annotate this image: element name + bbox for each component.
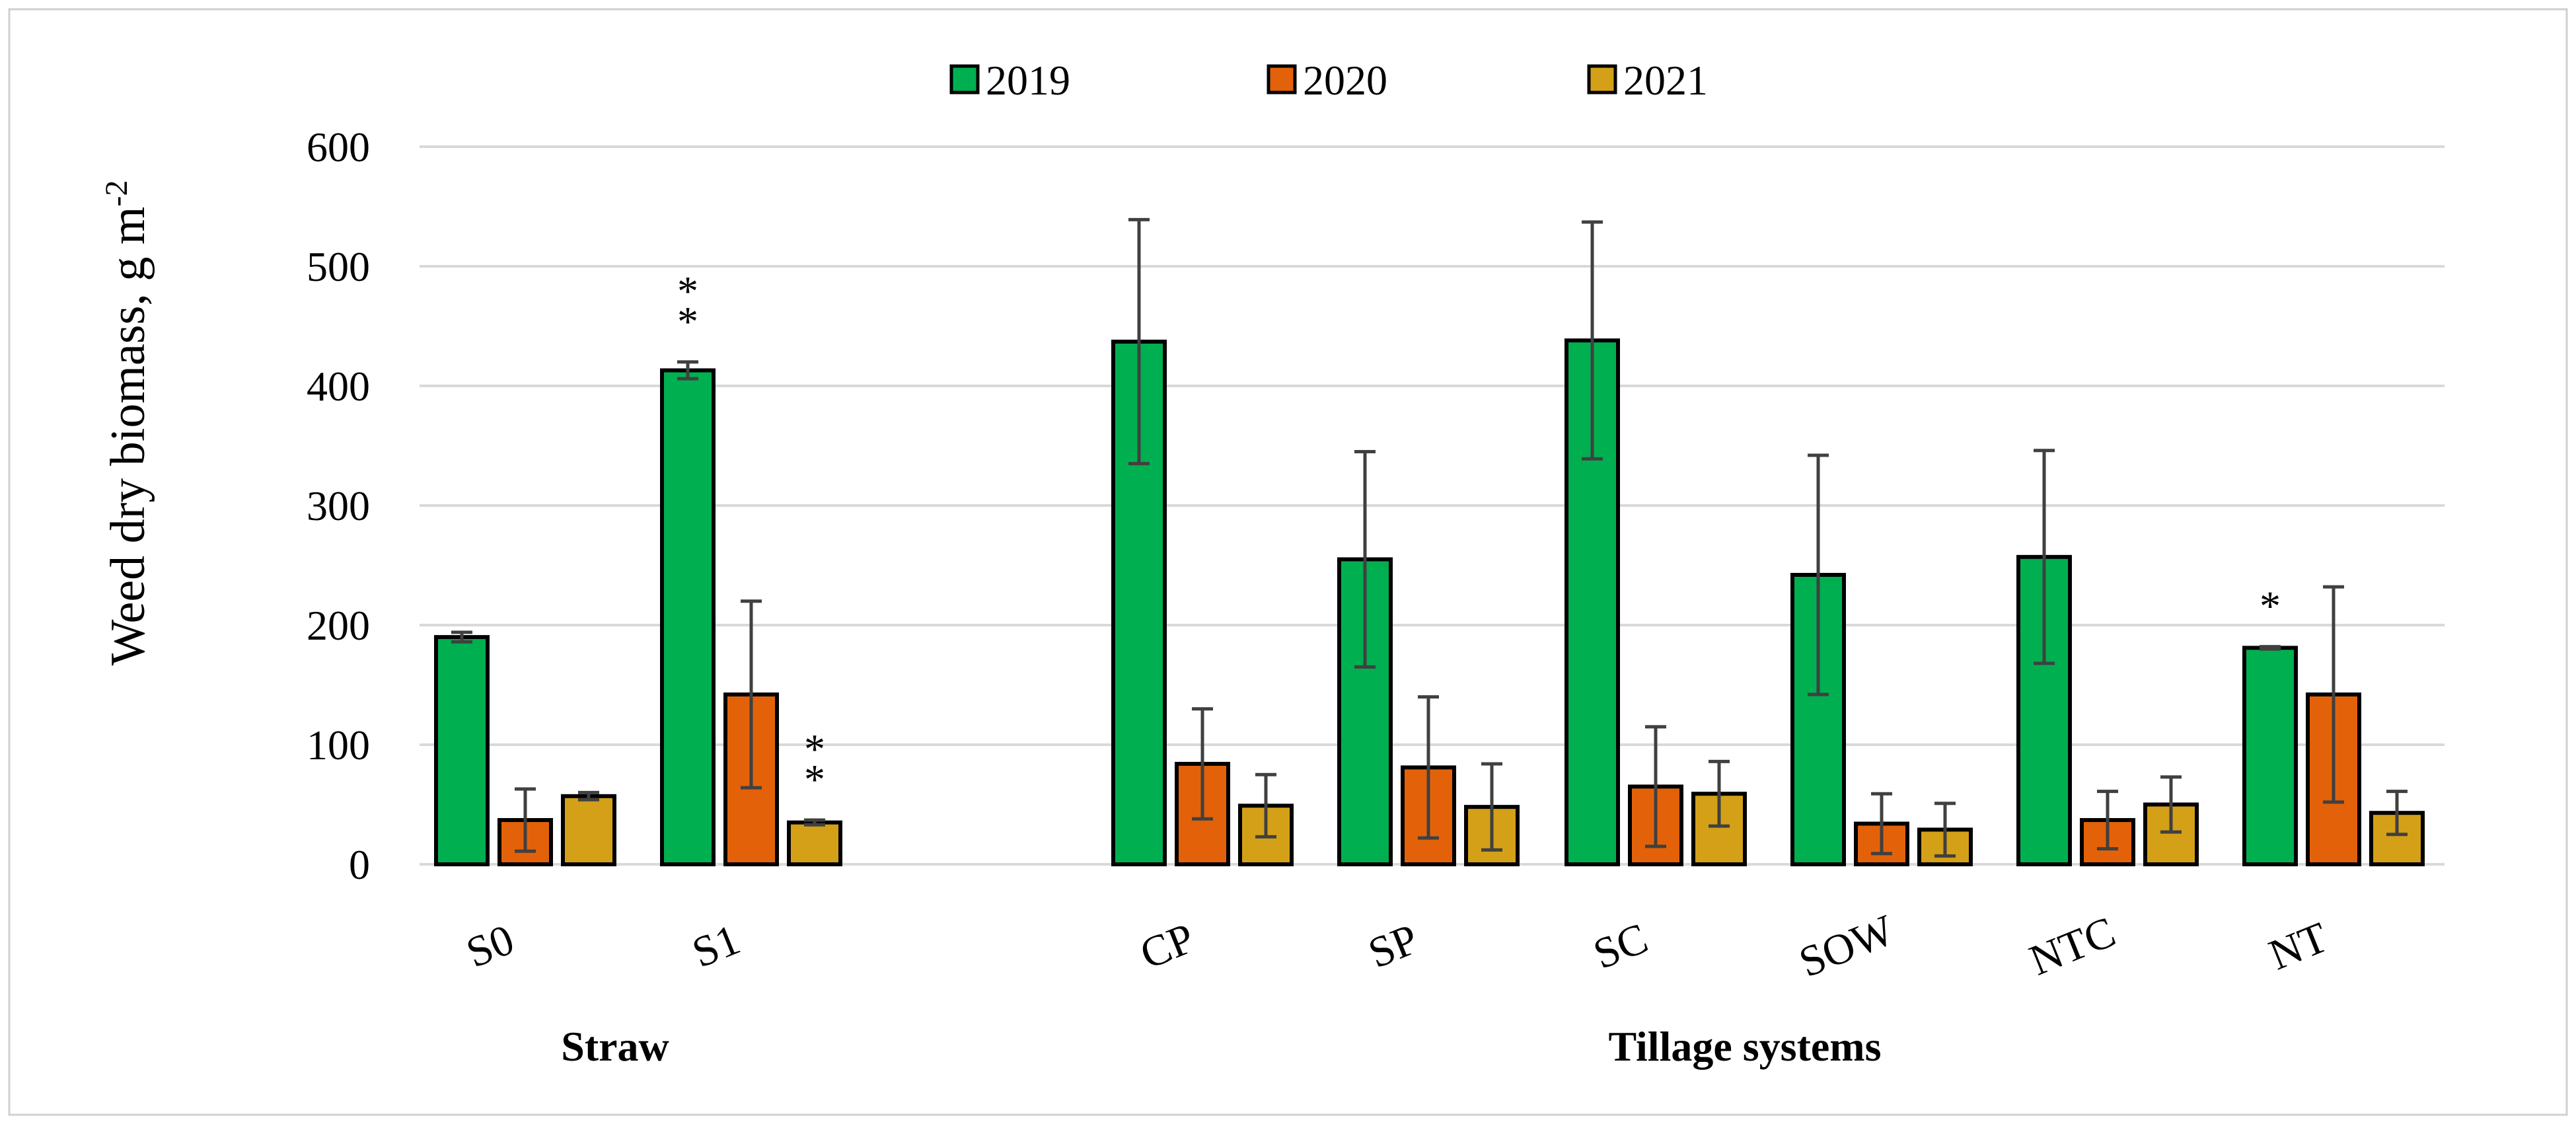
- annotation-glyph: *: [2260, 583, 2281, 630]
- errorbar-2019-S1: [677, 360, 698, 381]
- errorbar-2019-NTC: [2034, 449, 2055, 665]
- y-tick-300: 300: [307, 482, 370, 529]
- errorbar-2021-NTC: [2160, 775, 2182, 834]
- bar-2019-S0: [434, 635, 490, 866]
- bar-2021-S1: [787, 820, 842, 867]
- bar-2019-S1: [660, 368, 716, 866]
- errorbar-2020-NT: [2323, 585, 2344, 804]
- y-axis-label-main: Weed dry biomass, g m: [101, 207, 155, 666]
- errorbar-2020-S1: [741, 599, 762, 790]
- errorbar-2019-S0: [451, 630, 472, 644]
- legend-item-2020: 2020: [1267, 57, 1387, 104]
- errorbar-2021-NT: [2386, 790, 2408, 837]
- group-label-1: Tillage systems: [1608, 1023, 1881, 1070]
- y-tick-200: 200: [307, 602, 370, 649]
- annotation-S1-2019: * *: [677, 268, 698, 345]
- legend-item-2019: 2019: [949, 57, 1070, 104]
- errorbar-2020-S0: [515, 787, 536, 853]
- annotation-S1-2021: * *: [804, 726, 825, 803]
- annotation-glyph: *: [677, 298, 698, 345]
- annotation-glyph: *: [677, 268, 698, 315]
- legend: 2019 2020 2021: [949, 57, 1708, 104]
- annotation-NT-2019: *: [2260, 583, 2281, 630]
- legend-swatch-2021: [1587, 64, 1617, 94]
- bar-2019-NT: [2242, 646, 2298, 866]
- y-tick-600: 600: [307, 124, 370, 170]
- errorbar-2021-CP: [1255, 772, 1276, 839]
- errorbar-2021-S1: [804, 818, 825, 827]
- y-axis-label: Weed dry biomass, g m-2: [99, 180, 155, 666]
- errorbar-2020-SC: [1645, 725, 1666, 848]
- y-tick-400: 400: [307, 363, 370, 410]
- annotations: * ** **: [677, 268, 2281, 803]
- bar-2019-NTC: [2016, 554, 2072, 867]
- errorbar-2019-SC: [1582, 220, 1603, 461]
- error-bars: [451, 217, 2408, 858]
- errorbar-2019-SP: [1354, 450, 1376, 669]
- annotation-glyph: *: [804, 726, 825, 772]
- group-labels: Straw Tillage systems: [561, 1023, 1881, 1070]
- y-tick-100: 100: [307, 722, 370, 768]
- errorbar-2019-NT: [2260, 645, 2281, 651]
- bar-2021-S0: [561, 794, 616, 866]
- legend-item-2021: 2021: [1587, 57, 1708, 104]
- errorbar-2020-CP: [1192, 707, 1213, 821]
- errorbar-2020-SP: [1418, 695, 1439, 840]
- errorbar-2020-SOW: [1871, 792, 1892, 856]
- legend-label-2019: 2019: [986, 57, 1070, 104]
- chart-border: [8, 8, 2568, 1116]
- y-axis-label-superscript: -2: [99, 180, 134, 207]
- errorbar-2021-S0: [578, 790, 599, 802]
- errorbar-2020-NTC: [2097, 790, 2118, 850]
- y-tick-labels: 0 100 200 300 400 500 600: [307, 124, 370, 888]
- y-tick-500: 500: [307, 243, 370, 290]
- errorbar-2021-SP: [1481, 762, 1502, 852]
- y-tick-0: 0: [349, 841, 370, 888]
- legend-label-2021: 2021: [1623, 57, 1708, 104]
- errorbar-2021-SC: [1709, 759, 1730, 828]
- legend-swatch-2020: [1267, 64, 1297, 94]
- errorbar-2019-SOW: [1808, 453, 1829, 696]
- legend-label-2020: 2020: [1303, 57, 1387, 104]
- group-label-0: Straw: [561, 1023, 669, 1070]
- annotation-glyph: *: [804, 756, 825, 803]
- errorbar-2021-SOW: [1934, 802, 1956, 858]
- legend-swatch-2019: [949, 64, 980, 94]
- errorbar-2019-CP: [1128, 217, 1150, 466]
